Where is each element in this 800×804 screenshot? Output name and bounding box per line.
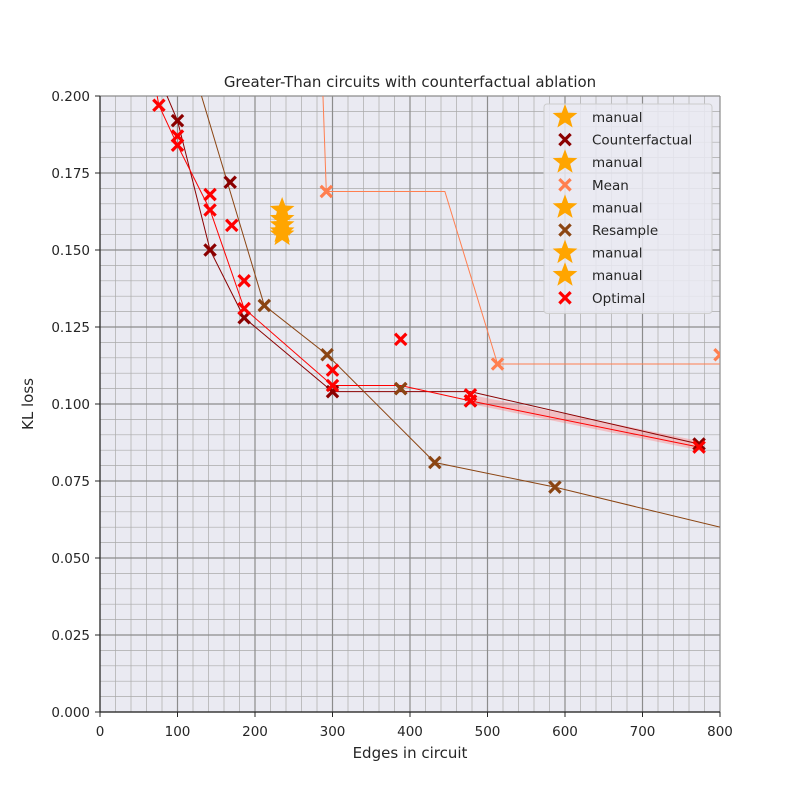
legend-star-marker (552, 149, 578, 173)
optimal-x-marker (393, 332, 408, 347)
x-tick-label: 700 (630, 724, 656, 740)
mean-x-marker (319, 184, 334, 199)
legend-label: manual (592, 110, 643, 126)
y-axis-label: KL loss (19, 378, 37, 430)
optimal-confidence-band (470, 394, 700, 451)
counterfactual-x-marker (203, 243, 217, 257)
optimal-x-marker (170, 129, 185, 143)
legend-entry: Resample (558, 223, 658, 239)
mean-frontier-line (322, 96, 720, 365)
optimal-x-marker (692, 440, 706, 454)
legend-entry: Mean (558, 178, 629, 194)
resample-x-marker (393, 381, 408, 396)
y-tick-label: 0.075 (51, 474, 90, 490)
legend-entry: manual (552, 194, 643, 218)
data-markers (152, 98, 720, 494)
x-tick-label: 400 (397, 724, 423, 740)
legend-label: Mean (592, 178, 629, 194)
optimal-x-marker (203, 203, 217, 217)
legend-x-marker (558, 178, 572, 192)
legend-entry: Optimal (558, 291, 645, 307)
x-tick-label: 200 (242, 724, 268, 740)
chart-title: Greater-Than circuits with counterfactua… (224, 73, 596, 91)
legend-x-marker (558, 132, 572, 147)
legend-star-marker (552, 239, 578, 264)
optimal-x-marker (170, 138, 185, 153)
counterfactual-x-marker (170, 113, 185, 128)
x-tick-label: 300 (320, 724, 346, 740)
legend-entry: manual (552, 239, 643, 264)
y-tick-label: 0.050 (51, 551, 90, 567)
x-tick-label: 100 (165, 724, 191, 740)
x-tick-label: 600 (552, 724, 578, 740)
resample-x-marker (257, 298, 272, 313)
y-tick-label: 0.125 (51, 320, 90, 336)
legend-entry: manual (552, 262, 643, 286)
y-tick-label: 0.000 (51, 705, 90, 721)
legend-label: manual (592, 246, 643, 262)
optimal-x-marker (237, 301, 251, 316)
x-tick-label: 0 (96, 724, 105, 740)
optimal-x-marker (463, 394, 478, 408)
axes (95, 95, 721, 717)
x-tick-label: 800 (707, 724, 733, 740)
x-tick-label: 500 (475, 724, 501, 740)
tick-labels: 0 100 200 300 400 500 600 700 800 0.000 0.025 0.050… (51, 89, 733, 740)
legend-label: Optimal (592, 291, 645, 307)
legend-label: manual (592, 155, 643, 171)
legend-label: manual (592, 200, 643, 216)
mean-x-marker (490, 357, 505, 371)
counterfactual-x-marker (692, 437, 706, 451)
mean-x-marker (713, 347, 720, 362)
y-tick-label: 0.150 (51, 243, 90, 259)
legend-label: Resample (592, 223, 658, 239)
legend-box (543, 103, 713, 314)
counterfactual-x-marker (223, 175, 237, 190)
legend-entry: Counterfactual (558, 132, 692, 149)
legend-entry: manual (552, 104, 643, 128)
legend: manual Counterfactual manual Mean manual Resa… (543, 103, 713, 314)
legend-star-marker (552, 194, 578, 218)
legend-label: manual (592, 268, 643, 284)
resample-x-marker (548, 480, 562, 494)
optimal-x-marker (237, 274, 251, 288)
legend-entry: manual (552, 149, 643, 173)
optimal-x-marker (152, 98, 166, 113)
resample-x-marker (320, 347, 334, 362)
optimal-x-marker (224, 218, 239, 233)
optimal-x-marker (325, 378, 340, 393)
legend-star-marker (552, 104, 578, 128)
legend-label: Counterfactual (592, 133, 692, 149)
optimal-x-marker (325, 363, 340, 377)
resample-x-marker (428, 455, 442, 470)
y-tick-label: 0.175 (51, 166, 90, 182)
resample-frontier-line (200, 96, 720, 528)
optimal-x-marker (203, 187, 217, 202)
x-axis-label: Edges in circuit (353, 744, 468, 762)
y-tick-label: 0.100 (51, 397, 90, 413)
counterfactual-x-marker (237, 310, 251, 325)
manual-star-marker (269, 221, 295, 246)
legend-x-marker (558, 223, 572, 237)
legend-x-marker (558, 291, 572, 305)
y-tick-label: 0.025 (51, 628, 90, 644)
y-tick-label: 0.200 (51, 89, 90, 105)
legend-star-marker (552, 262, 578, 286)
